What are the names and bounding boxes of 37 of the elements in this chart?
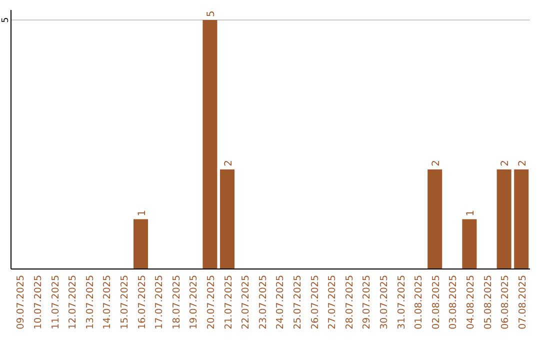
x-tick-label: 10.07.2025 [32, 275, 44, 330]
data-label: 5 [206, 10, 217, 17]
x-tick-label: 20.07.2025 [206, 275, 217, 330]
x-tick-label: 19.07.2025 [188, 275, 200, 330]
x-tick-label: 13.07.2025 [84, 275, 96, 330]
x-tick-label: 06.08.2025 [500, 275, 512, 330]
x-tick-label: 18.07.2025 [171, 275, 182, 330]
x-tick-label: 05.08.2025 [482, 275, 494, 330]
x-tick-label: 27.07.2025 [327, 275, 338, 330]
x-tick-label: 09.07.2025 [16, 275, 27, 330]
x-tick-label: 30.07.2025 [378, 275, 390, 330]
x-tick-label: 28.07.2025 [344, 275, 356, 330]
data-label: 2 [517, 160, 528, 166]
x-tick-label: 03.08.2025 [448, 275, 460, 330]
x-tick-label: 23.07.2025 [258, 275, 269, 330]
x-tick-label: 26.07.2025 [310, 275, 321, 330]
x-tick-label: 25.07.2025 [292, 275, 304, 330]
x-tick-label: 12.07.2025 [68, 275, 79, 330]
x-tick-label: 07.08.2025 [517, 275, 528, 330]
x-tick-label: 02.08.2025 [430, 275, 442, 330]
x-tick-label: 14.07.2025 [102, 275, 114, 330]
data-label: 1 [136, 210, 148, 216]
data-label: 2 [500, 160, 512, 166]
x-tick-label: 04.08.2025 [465, 275, 476, 330]
x-tick-label: 15.07.2025 [119, 275, 130, 330]
x-tick-label: 21.07.2025 [223, 275, 234, 330]
x-tick-label: 17.07.2025 [154, 275, 166, 330]
x-tick-label: 24.07.2025 [275, 275, 286, 330]
x-tick-label: 22.07.2025 [240, 275, 252, 330]
x-tick-label: 01.08.2025 [414, 275, 425, 330]
data-label: 1 [465, 210, 476, 216]
data-label: 2 [223, 160, 234, 166]
x-tick-label: 16.07.2025 [136, 275, 148, 330]
x-tick-label: 29.07.2025 [362, 275, 373, 330]
data-label: 2 [430, 160, 442, 166]
x-tick-label: 11.07.2025 [50, 275, 62, 330]
x-tick-label: 31.07.2025 [396, 275, 408, 330]
